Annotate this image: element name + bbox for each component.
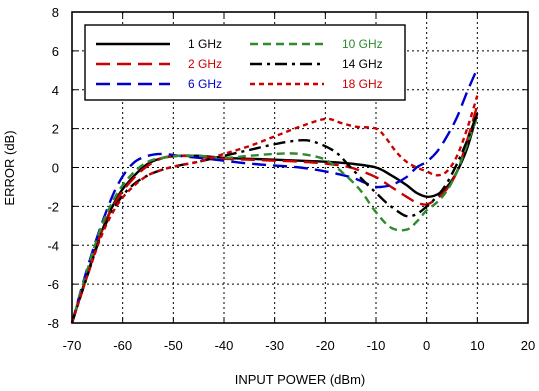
x-tick-label: -30 bbox=[265, 338, 284, 353]
y-tick-label: 2 bbox=[52, 122, 59, 137]
x-tick-label: 20 bbox=[521, 338, 535, 353]
legend: 1 GHz 2 GHz 6 GHz 10 GHz 14 GHz 18 GHz bbox=[84, 24, 406, 101]
x-tick-label: -60 bbox=[113, 338, 132, 353]
axis-ticks bbox=[71, 11, 529, 324]
legend-label: 1 GHz bbox=[188, 37, 222, 51]
legend-label: 2 GHz bbox=[188, 57, 222, 71]
y-tick-label: -4 bbox=[47, 238, 59, 253]
series-line-6-ghz bbox=[70, 67, 479, 324]
series-line-18-ghz bbox=[70, 95, 479, 324]
y-tick-label: -8 bbox=[47, 316, 59, 331]
y-tick-label: -2 bbox=[47, 199, 59, 214]
y-axis-label: ERROR (dB) bbox=[2, 130, 17, 205]
y-tick-label: -6 bbox=[47, 277, 59, 292]
legend-label: 10 GHz bbox=[342, 37, 383, 51]
y-tick-label: 4 bbox=[52, 83, 59, 98]
series-line-14-ghz bbox=[70, 112, 479, 324]
legend-label: 14 GHz bbox=[342, 57, 383, 71]
series-line-10-ghz bbox=[70, 116, 479, 324]
x-tick-label: -20 bbox=[316, 338, 335, 353]
x-tick-label: 10 bbox=[470, 338, 484, 353]
series-line-2-ghz bbox=[70, 104, 479, 324]
y-tick-label: 6 bbox=[52, 44, 59, 59]
x-tick-label: -10 bbox=[367, 338, 386, 353]
y-tick-label: 8 bbox=[52, 5, 59, 20]
legend-box bbox=[84, 24, 406, 101]
x-axis-label: INPUT POWER (dBm) bbox=[235, 372, 366, 387]
x-tick-label: -50 bbox=[164, 338, 183, 353]
legend-label: 6 GHz bbox=[188, 77, 222, 91]
x-tick-label: -40 bbox=[215, 338, 234, 353]
y-tick-label: 0 bbox=[52, 161, 59, 176]
legend-label: 18 GHz bbox=[342, 77, 383, 91]
x-tick-label: 0 bbox=[423, 338, 430, 353]
x-tick-label: -70 bbox=[63, 338, 82, 353]
series-line-1-ghz bbox=[70, 112, 479, 324]
series-lines bbox=[70, 67, 479, 324]
